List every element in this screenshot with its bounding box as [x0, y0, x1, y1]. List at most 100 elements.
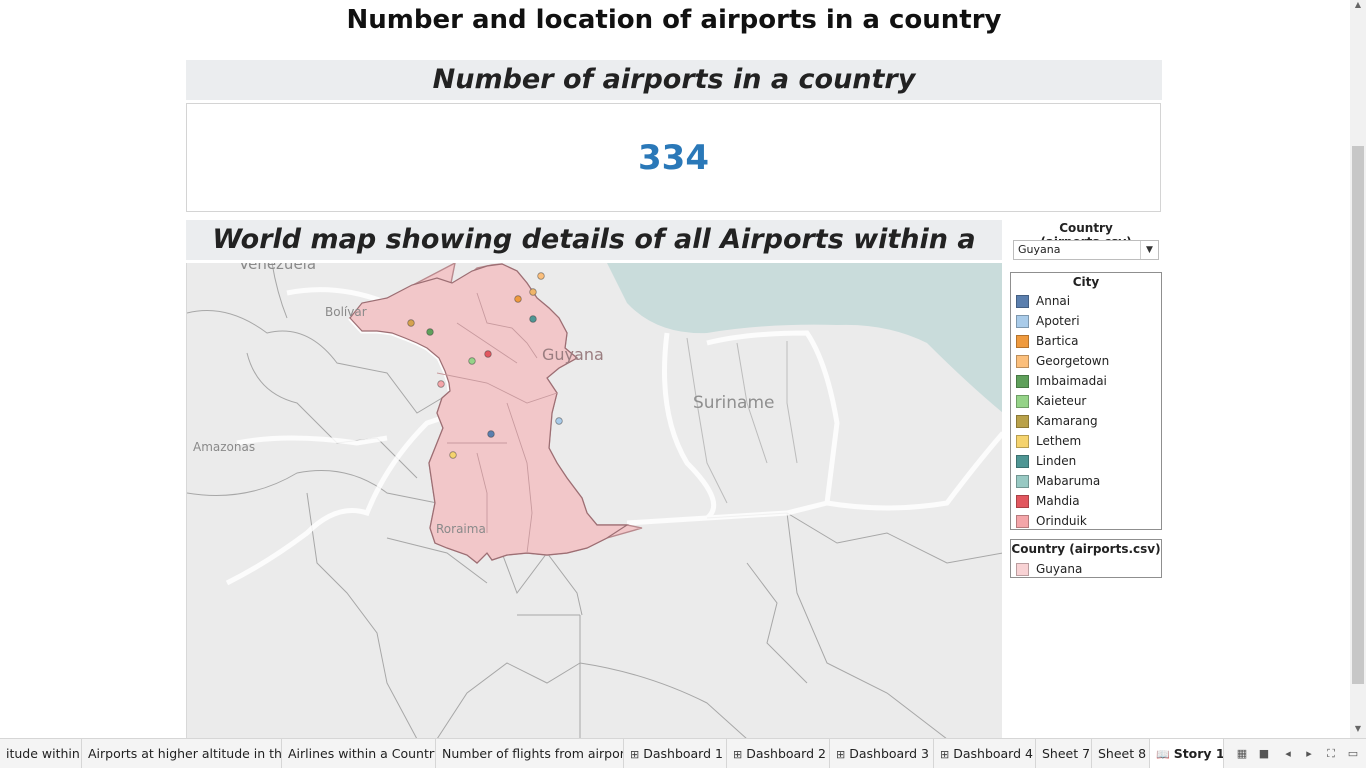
- sheet-tab-label: Sheet 8: [1098, 746, 1147, 761]
- sheet-tab[interactable]: itude within...: [0, 739, 82, 768]
- grid-view-icon[interactable]: ▦: [1236, 747, 1248, 760]
- sheet-tab[interactable]: 📖 Story 1: [1150, 739, 1224, 768]
- legend-label: Orinduik: [1036, 514, 1087, 528]
- boundary-glow: [626, 431, 1002, 526]
- label-venezuela: Venezuela: [239, 263, 317, 273]
- legend-label: Bartica: [1036, 334, 1079, 348]
- label-suriname: Suriname: [693, 393, 775, 413]
- city-legend: City Annai Apoteri Bartica Georgetown Imbaim…: [1010, 272, 1162, 530]
- legend-label: Guyana: [1036, 562, 1083, 576]
- airport-marker: [484, 350, 492, 358]
- legend-label: Apoteri: [1036, 314, 1080, 328]
- legend-swatch: [1016, 334, 1029, 348]
- country-legend: Country (airports.csv) Guyana: [1010, 539, 1162, 578]
- sheet-tab-label: Sheet 7: [1042, 746, 1091, 761]
- scroll-down-icon[interactable]: ▼: [1354, 724, 1362, 733]
- story-title: Number and location of airports in a cou…: [346, 5, 1002, 35]
- legend-item[interactable]: Imbaimadai: [1016, 371, 1107, 391]
- sheet-tab[interactable]: ⊞ Dashboard 1: [624, 739, 727, 768]
- fullscreen-icon[interactable]: ⛶: [1327, 747, 1335, 760]
- label-guyana: Guyana: [542, 345, 604, 364]
- dashboard-icon: ⊞: [836, 748, 846, 761]
- sheet-tab[interactable]: Sheet 8: [1092, 739, 1150, 768]
- legend-item[interactable]: Georgetown: [1016, 351, 1109, 371]
- country-filter-value: Guyana: [1018, 243, 1061, 256]
- label-bolivar: Bolívar: [325, 305, 367, 319]
- border-line: [436, 662, 581, 739]
- filmstrip-view-icon[interactable]: ■: [1258, 747, 1270, 760]
- sheet-tab[interactable]: Airports at higher altitude in the ...: [82, 739, 282, 768]
- legend-label: Imbaimadai: [1036, 374, 1107, 388]
- legend-label: Mahdia: [1036, 494, 1080, 508]
- airport-marker: [468, 357, 476, 365]
- sheet-tab-label: Airlines within a Country: [288, 746, 436, 761]
- sheet-tab[interactable]: Number of flights from airport: [436, 739, 624, 768]
- scroll-up-icon[interactable]: ▲: [1354, 0, 1362, 9]
- border-line: [386, 537, 488, 584]
- legend-label: Linden: [1036, 454, 1077, 468]
- airport-marker: [537, 272, 545, 280]
- sheet-tab-label: Dashboard 4: [953, 746, 1033, 761]
- dashboard-icon: ⊞: [733, 748, 743, 761]
- border-line: [187, 470, 488, 504]
- legend-item[interactable]: Lethem: [1016, 431, 1081, 451]
- legend-swatch: [1016, 374, 1029, 388]
- scroll-thumb[interactable]: [1352, 146, 1364, 684]
- legend-swatch: [1016, 494, 1029, 508]
- sheet-tab-label: Story 1: [1173, 746, 1224, 761]
- legend-swatch: [1016, 514, 1029, 528]
- boundary-glow: [225, 356, 519, 586]
- sheet-tab[interactable]: ⊞ Dashboard 2: [727, 739, 830, 768]
- border-line: [187, 310, 498, 414]
- map-canvas: [187, 263, 1002, 739]
- map-view[interactable]: Venezuela Bolívar Amazonas Roraima Surin…: [186, 263, 1002, 739]
- legend-item[interactable]: Bartica: [1016, 331, 1079, 351]
- legend-item[interactable]: Apoteri: [1016, 311, 1080, 331]
- legend-item[interactable]: Kamarang: [1016, 411, 1098, 431]
- airport-marker: [449, 451, 457, 459]
- sheet-tab-label: Dashboard 1: [643, 746, 723, 761]
- legend-item[interactable]: Guyana: [1016, 559, 1082, 579]
- previous-tab-icon[interactable]: ◂: [1285, 747, 1291, 760]
- sheet-tab[interactable]: ⊞ Dashboard 4: [934, 739, 1036, 768]
- legend-item[interactable]: Orinduik: [1016, 511, 1087, 531]
- legend-label: Lethem: [1036, 434, 1082, 448]
- present-icon[interactable]: ▭: [1347, 747, 1359, 760]
- legend-item[interactable]: Kaieteur: [1016, 391, 1086, 411]
- sheet-tab[interactable]: ⊞ Dashboard 3: [830, 739, 934, 768]
- vertical-scrollbar[interactable]: ▲ ▼: [1350, 0, 1366, 738]
- legend-label: Mabaruma: [1036, 474, 1101, 488]
- city-legend-title: City: [1072, 275, 1100, 289]
- boundary-glow: [662, 332, 717, 520]
- legend-swatch: [1016, 354, 1029, 368]
- legend-item[interactable]: Linden: [1016, 451, 1076, 471]
- map-header: World map showing details of all Airport…: [186, 220, 1002, 295]
- ocean-area: [607, 263, 1002, 413]
- dashboard-icon: ⊞: [940, 748, 950, 761]
- legend-swatch: [1016, 434, 1029, 448]
- legend-label: Kamarang: [1036, 414, 1098, 428]
- sheet-tab-label: Dashboard 3: [849, 746, 929, 761]
- airport-marker: [407, 319, 415, 327]
- sheet-tab-label: Number of flights from airport: [442, 746, 624, 761]
- kpi-header: Number of airports in a country: [186, 60, 1162, 100]
- legend-item[interactable]: Mabaruma: [1016, 471, 1100, 491]
- sheet-tab-label: itude within...: [6, 746, 81, 761]
- boundary-glow: [706, 330, 840, 504]
- sheet-tab[interactable]: Sheet 7: [1036, 739, 1092, 768]
- legend-swatch: [1016, 474, 1029, 488]
- border-line: [746, 562, 808, 684]
- border-line: [706, 512, 1002, 564]
- guyana-region[interactable]: [349, 263, 630, 564]
- legend-item[interactable]: Annai: [1016, 291, 1070, 311]
- legend-swatch: [1016, 294, 1029, 308]
- kpi-card: 334: [186, 103, 1161, 212]
- sheet-tab[interactable]: Airlines within a Country: [282, 739, 436, 768]
- sheet-tab-label: Airports at higher altitude in the ...: [88, 746, 282, 761]
- legend-item[interactable]: Mahdia: [1016, 491, 1080, 511]
- label-amazonas: Amazonas: [193, 440, 256, 454]
- chevron-down-icon[interactable]: ▼: [1140, 241, 1158, 259]
- country-filter-dropdown[interactable]: Guyana ▼: [1013, 240, 1159, 260]
- legend-label: Kaieteur: [1036, 394, 1087, 408]
- next-tab-icon[interactable]: ▸: [1306, 747, 1312, 760]
